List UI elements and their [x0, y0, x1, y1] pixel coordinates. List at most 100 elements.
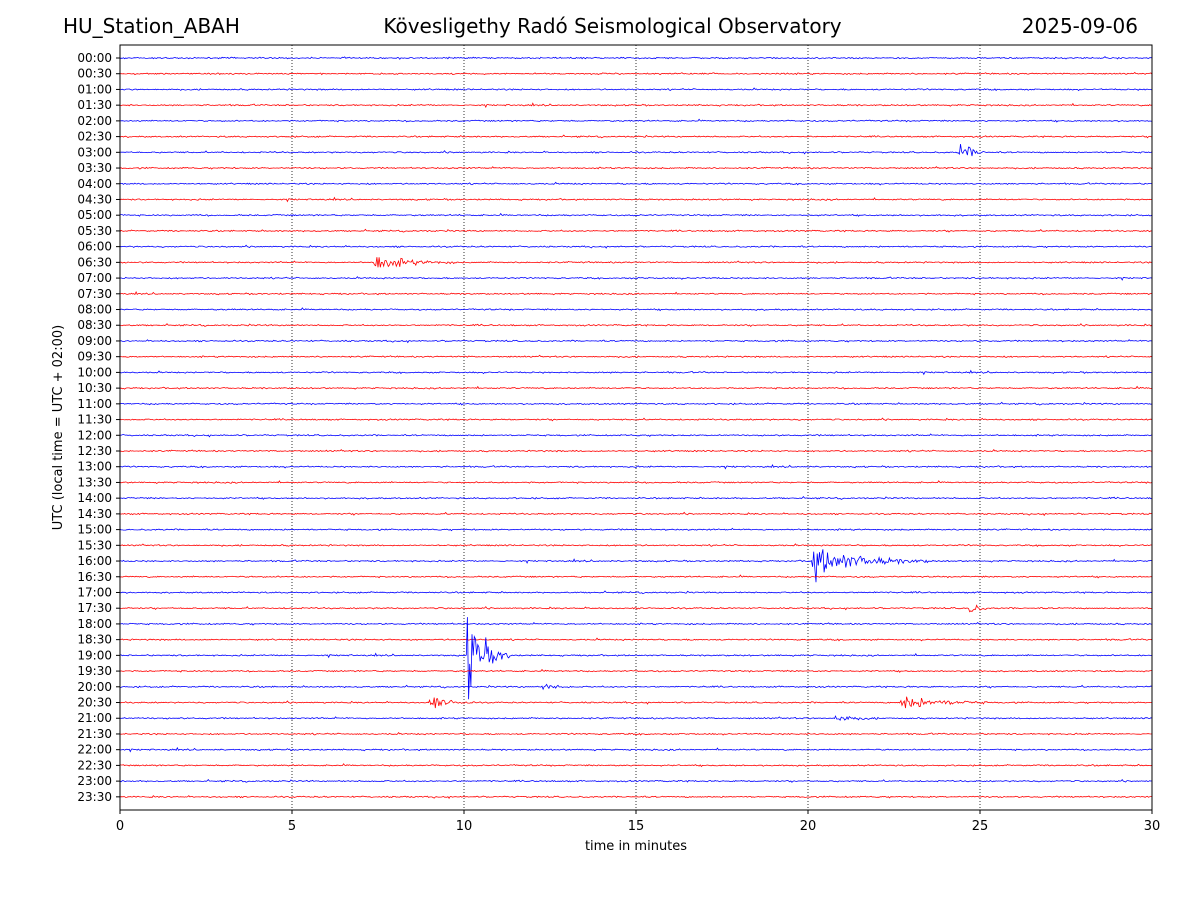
trace-0430: [119, 196, 1153, 203]
y-tick-label: 21:30: [77, 727, 112, 741]
y-tick-label: 18:00: [77, 617, 112, 631]
y-tick-label: 08:30: [77, 318, 112, 332]
trace-0600: [119, 244, 1153, 249]
y-tick-label: 14:00: [77, 491, 112, 505]
x-tick-label: 5: [288, 819, 296, 834]
trace-1900: [119, 617, 1153, 700]
x-tick-label: 30: [1144, 819, 1161, 834]
y-tick-label: 04:30: [77, 192, 112, 206]
y-tick-label: 00:00: [77, 51, 112, 65]
y-axis-label: UTC (local time = UTC + 02:00): [51, 325, 66, 530]
trace-0630: [119, 257, 1153, 268]
trace-2030: [119, 696, 1153, 709]
y-tick-label: 20:30: [77, 696, 112, 710]
trace-2200: [119, 746, 1153, 753]
y-tick-label: 13:30: [77, 475, 112, 489]
y-tick-label: 19:00: [77, 648, 112, 662]
y-tick-label: 23:00: [77, 774, 112, 788]
x-tick-label: 10: [456, 819, 473, 834]
y-tick-label: 18:30: [77, 633, 112, 647]
trace-1330: [119, 480, 1153, 485]
y-tick-label: 14:30: [77, 507, 112, 521]
y-tick-label: 17:00: [77, 585, 112, 599]
trace-0200: [119, 118, 1153, 123]
y-tick-label: 12:00: [77, 428, 112, 442]
trace-2000: [119, 683, 1153, 691]
trace-1100: [119, 401, 1153, 406]
trace-0930: [119, 354, 1153, 359]
y-tick-label: 06:30: [77, 255, 112, 269]
trace-2100: [119, 715, 1153, 721]
y-tick-label: 16:00: [77, 554, 112, 568]
x-tick-label: 15: [628, 819, 645, 834]
trace-0230: [119, 134, 1153, 139]
y-tick-label: 22:30: [77, 758, 112, 772]
trace-0830: [119, 323, 1153, 327]
y-tick-label: 02:30: [77, 130, 112, 144]
trace-2330: [119, 795, 1153, 800]
chart-title: Kövesligethy Radó Seismological Observat…: [383, 14, 842, 38]
trace-0000: [119, 56, 1153, 60]
trace-1800: [119, 621, 1152, 626]
y-tick-label: 13:00: [77, 460, 112, 474]
x-tick-label: 20: [800, 819, 817, 834]
y-tick-label: 19:30: [77, 664, 112, 678]
y-tick-label: 01:00: [77, 82, 112, 96]
trace-1830: [119, 637, 1153, 642]
chart-date: 2025-09-06: [1021, 14, 1138, 38]
grid-layer: [291, 45, 981, 810]
trace-1130: [119, 417, 1153, 422]
y-tick-label: 07:00: [77, 271, 112, 285]
x-tick-label: 25: [972, 819, 989, 834]
y-tick-label: 11:00: [77, 397, 112, 411]
y-tick-label: 12:30: [77, 444, 112, 458]
y-tick-label: 10:30: [77, 381, 112, 395]
y-tick-label: 05:00: [77, 208, 112, 222]
y-tick-label: 01:30: [77, 98, 112, 112]
trace-2130: [119, 731, 1153, 736]
trace-1300: [119, 463, 1152, 470]
y-tick-label: 08:00: [77, 303, 112, 317]
y-tick-label: 03:30: [77, 161, 112, 175]
trace-0700: [119, 276, 1153, 281]
y-tick-label: 00:30: [77, 67, 112, 81]
trace-0530: [119, 228, 1153, 233]
trace-0100: [119, 87, 1153, 92]
x-axis-label: time in minutes: [585, 839, 687, 854]
trace-1930: [119, 668, 1152, 673]
y-tick-label: 23:30: [77, 790, 112, 804]
trace-0400: [119, 181, 1153, 186]
trace-0730: [119, 291, 1153, 296]
x-tick-label: 0: [116, 819, 124, 834]
y-tick-label: 03:00: [77, 145, 112, 159]
trace-1700: [119, 590, 1153, 595]
trace-1600: [119, 549, 1153, 583]
y-tick-label: 09:00: [77, 334, 112, 348]
y-tick-label: 07:30: [77, 287, 112, 301]
trace-1400: [119, 495, 1153, 500]
y-tick-label: 17:30: [77, 601, 112, 615]
y-tick-label: 16:30: [77, 570, 112, 584]
trace-1730: [119, 604, 1153, 613]
trace-1230: [119, 448, 1153, 453]
trace-1530: [119, 543, 1153, 548]
trace-1430: [119, 511, 1153, 517]
y-tick-label: 09:30: [77, 350, 112, 364]
y-tick-label: 15:30: [77, 538, 112, 552]
y-tick-label: 06:00: [77, 240, 112, 254]
trace-2300: [119, 778, 1153, 783]
y-tick-label: 10:00: [77, 365, 112, 379]
trace-1500: [119, 527, 1153, 532]
trace-1200: [120, 433, 1153, 438]
trace-1630: [119, 574, 1153, 579]
y-tick-label: 20:00: [77, 680, 112, 694]
chart-header: HU_Station_ABAH Kövesligethy Radó Seismo…: [0, 14, 1200, 44]
y-tick-label: 22:00: [77, 743, 112, 757]
y-tick-label: 05:30: [77, 224, 112, 238]
trace-1030: [119, 385, 1153, 390]
trace-layer: [119, 56, 1153, 800]
trace-2230: [119, 763, 1153, 768]
trace-0030: [119, 71, 1153, 76]
y-tick-label: 02:00: [77, 114, 112, 128]
